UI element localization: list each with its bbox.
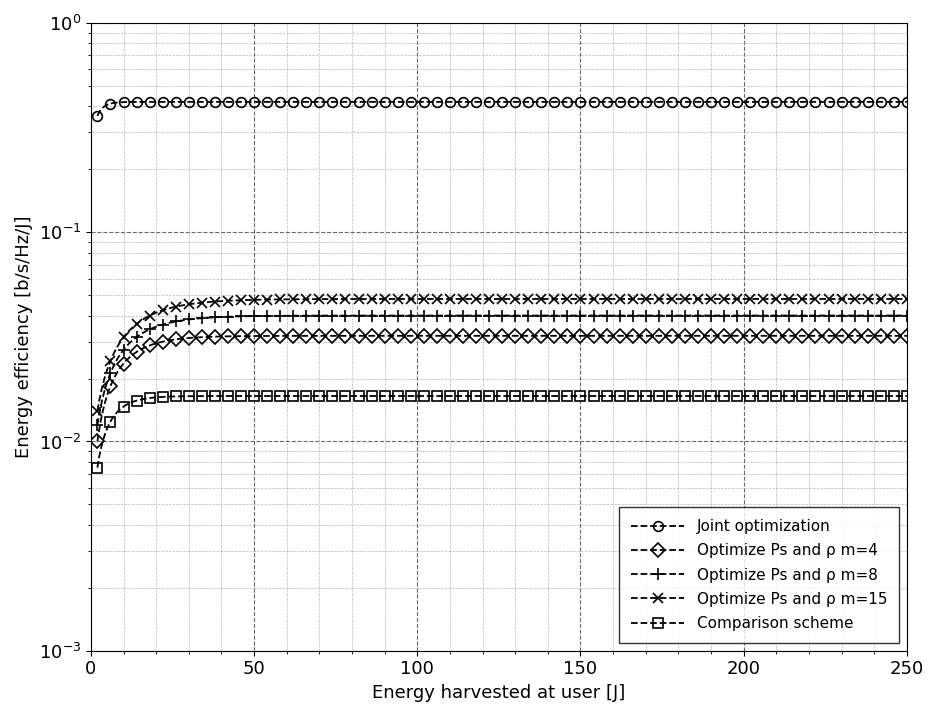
Y-axis label: Energy efficiency [b/s/Hz/J]: Energy efficiency [b/s/Hz/J] bbox=[15, 216, 33, 458]
Legend: Joint optimization, Optimize Ps and ρ m=4, Optimize Ps and ρ m=8, Optimize Ps an: Joint optimization, Optimize Ps and ρ m=… bbox=[619, 507, 900, 643]
X-axis label: Energy harvested at user [J]: Energy harvested at user [J] bbox=[372, 684, 625, 702]
